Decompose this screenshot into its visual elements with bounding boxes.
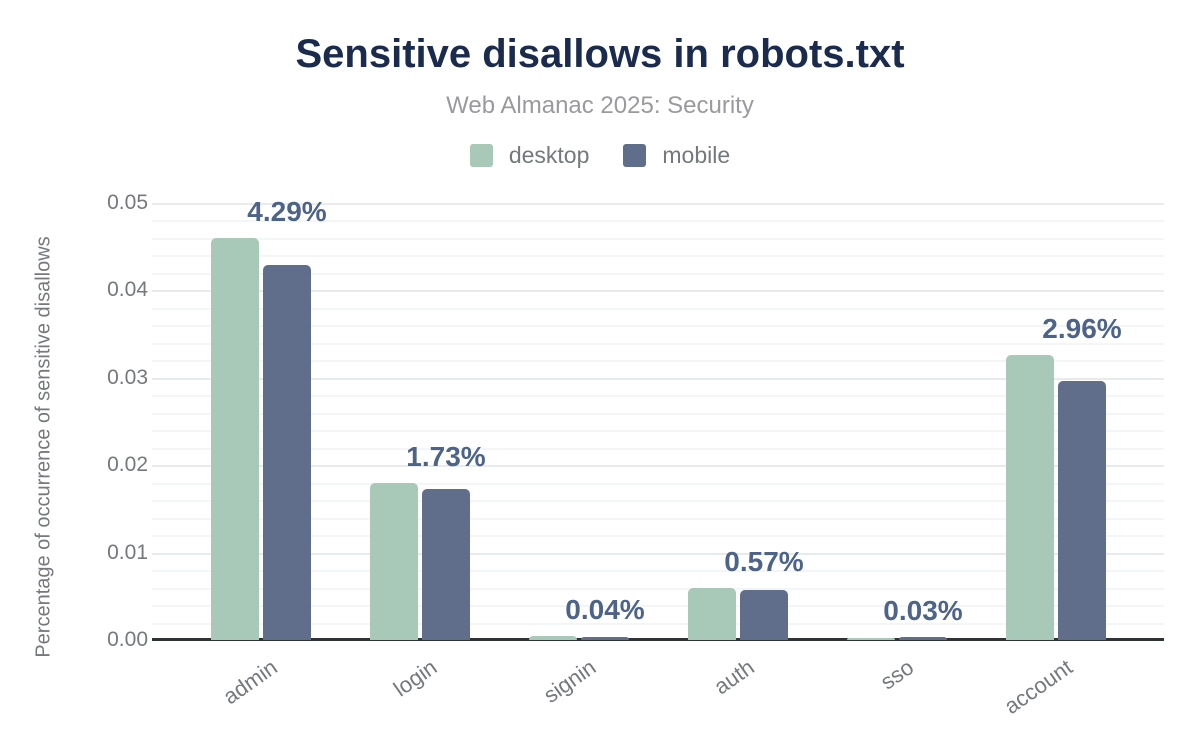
minor-gridline — [152, 535, 1164, 538]
minor-gridline — [152, 500, 1164, 503]
y-axis-title: Percentage of occurrence of sensitive di… — [32, 236, 55, 658]
legend-label-mobile: mobile — [662, 142, 731, 168]
minor-gridline — [152, 220, 1164, 223]
desktop-bar-signin[interactable] — [529, 635, 577, 640]
chart-subtitle: Web Almanac 2025: Security — [446, 92, 754, 119]
desktop-legend-swatch-icon — [469, 144, 493, 167]
minor-gridline — [152, 360, 1164, 363]
desktop-bar-auth[interactable] — [688, 588, 736, 640]
data-label-auth: 0.57% — [724, 546, 804, 578]
data-label-admin: 4.29% — [247, 195, 327, 227]
mobile-bar-admin[interactable] — [263, 265, 311, 640]
y-tick-label: 0.00 — [107, 628, 148, 651]
minor-gridline — [152, 325, 1164, 328]
major-gridline — [152, 552, 1164, 555]
legend-item-desktop: desktop — [469, 142, 590, 169]
minor-gridline — [152, 307, 1164, 310]
minor-gridline — [152, 605, 1164, 608]
minor-gridline — [152, 447, 1164, 450]
minor-gridline — [152, 412, 1164, 415]
data-label-account: 2.96% — [1042, 313, 1122, 345]
minor-gridline — [152, 622, 1164, 625]
legend-item-mobile: mobile — [623, 142, 730, 169]
data-label-signin: 0.04% — [565, 593, 645, 625]
data-label-sso: 0.03% — [883, 595, 963, 627]
mobile-bar-signin[interactable] — [581, 636, 629, 640]
mobile-bar-auth[interactable] — [740, 590, 788, 640]
minor-gridline — [152, 587, 1164, 590]
y-tick-label: 0.04 — [107, 278, 148, 302]
y-tick-label: 0.01 — [107, 540, 148, 564]
y-tick-label: 0.02 — [107, 453, 148, 477]
major-gridline — [152, 465, 1164, 468]
minor-gridline — [152, 342, 1164, 345]
x-tick-label-signin: signin — [538, 654, 600, 708]
chart-title: Sensitive disallows in robots.txt — [295, 32, 905, 76]
minor-gridline — [152, 272, 1164, 275]
x-tick-label-account: account — [999, 654, 1077, 720]
major-gridline — [152, 290, 1164, 293]
desktop-bar-admin[interactable] — [211, 237, 259, 640]
minor-gridline — [152, 430, 1164, 433]
x-tick-label-admin: admin — [218, 654, 282, 710]
mobile-bar-login[interactable] — [422, 488, 470, 640]
x-axis-line — [152, 638, 1164, 641]
minor-gridline — [152, 570, 1164, 573]
y-tick-label: 0.03 — [107, 365, 148, 389]
desktop-bar-login[interactable] — [370, 482, 418, 640]
minor-gridline — [152, 237, 1164, 240]
mobile-legend-swatch-icon — [623, 144, 647, 167]
major-gridline — [152, 203, 1164, 205]
y-tick-label: 0.05 — [107, 191, 148, 214]
legend-label-desktop: desktop — [508, 142, 590, 168]
minor-gridline — [152, 482, 1164, 485]
desktop-bar-sso[interactable] — [847, 638, 895, 640]
legend: desktop mobile — [0, 142, 1200, 169]
minor-gridline — [152, 517, 1164, 520]
desktop-bar-account[interactable] — [1006, 355, 1054, 640]
x-tick-label-auth: auth — [709, 654, 759, 700]
mobile-bar-account[interactable] — [1058, 381, 1106, 640]
plot-area — [152, 203, 1164, 640]
minor-gridline — [152, 395, 1164, 398]
x-tick-label-sso: sso — [875, 654, 918, 695]
minor-gridline — [152, 255, 1164, 258]
data-label-login: 1.73% — [406, 440, 486, 472]
major-gridline — [152, 377, 1164, 380]
mobile-bar-sso[interactable] — [899, 637, 947, 640]
x-tick-label-login: login — [388, 654, 441, 702]
